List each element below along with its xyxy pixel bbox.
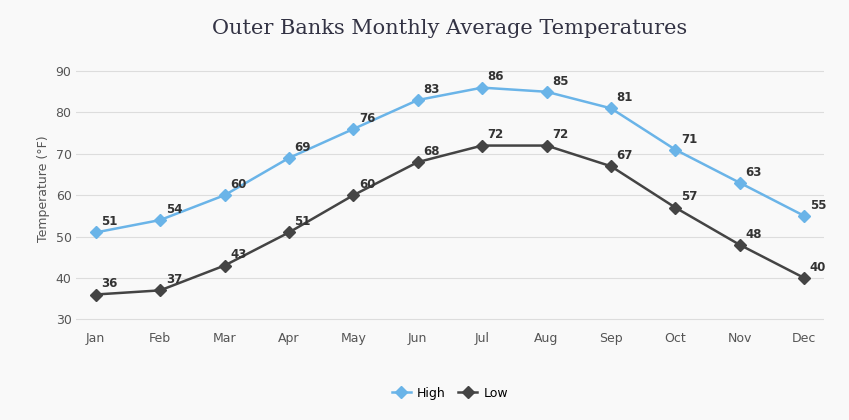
Text: 43: 43: [230, 248, 246, 261]
Text: 48: 48: [745, 228, 762, 241]
Y-axis label: Temperature (°F): Temperature (°F): [37, 136, 50, 242]
Text: 40: 40: [810, 261, 826, 274]
Low: [799, 276, 809, 281]
Low: [348, 193, 358, 198]
High: [91, 230, 101, 235]
Low: [542, 143, 552, 148]
Text: 83: 83: [424, 83, 440, 96]
Line: Low: Low: [92, 142, 808, 299]
Low: [606, 164, 616, 169]
High: [671, 147, 681, 152]
Text: 81: 81: [616, 91, 633, 104]
Text: 37: 37: [166, 273, 182, 286]
Text: 55: 55: [810, 199, 826, 212]
Low: [155, 288, 166, 293]
High: [799, 213, 809, 218]
Legend: High, Low: High, Low: [387, 381, 513, 404]
Text: 72: 72: [552, 129, 568, 142]
Text: 63: 63: [745, 165, 762, 178]
High: [542, 89, 552, 94]
Low: [91, 292, 101, 297]
High: [413, 97, 423, 102]
Title: Outer Banks Monthly Average Temperatures: Outer Banks Monthly Average Temperatures: [212, 19, 688, 38]
Text: 72: 72: [487, 129, 504, 142]
High: [155, 218, 166, 223]
Text: 68: 68: [424, 145, 440, 158]
Line: High: High: [92, 84, 808, 236]
Text: 54: 54: [166, 203, 183, 216]
Low: [477, 143, 487, 148]
Text: 71: 71: [681, 133, 697, 145]
High: [477, 85, 487, 90]
Text: 76: 76: [359, 112, 375, 125]
Low: [671, 205, 681, 210]
Text: 85: 85: [552, 75, 569, 88]
Low: [734, 242, 745, 247]
High: [606, 106, 616, 111]
Low: [219, 263, 229, 268]
Text: 67: 67: [616, 149, 633, 162]
Text: 69: 69: [295, 141, 311, 154]
Text: 51: 51: [101, 215, 118, 228]
High: [348, 126, 358, 131]
Low: [413, 160, 423, 165]
Text: 51: 51: [295, 215, 311, 228]
Text: 86: 86: [487, 71, 504, 84]
High: [734, 180, 745, 185]
Text: 60: 60: [230, 178, 246, 191]
High: [284, 155, 294, 160]
High: [219, 193, 229, 198]
Text: 36: 36: [101, 277, 118, 290]
Text: 60: 60: [359, 178, 375, 191]
Text: 57: 57: [681, 190, 697, 203]
Low: [284, 230, 294, 235]
